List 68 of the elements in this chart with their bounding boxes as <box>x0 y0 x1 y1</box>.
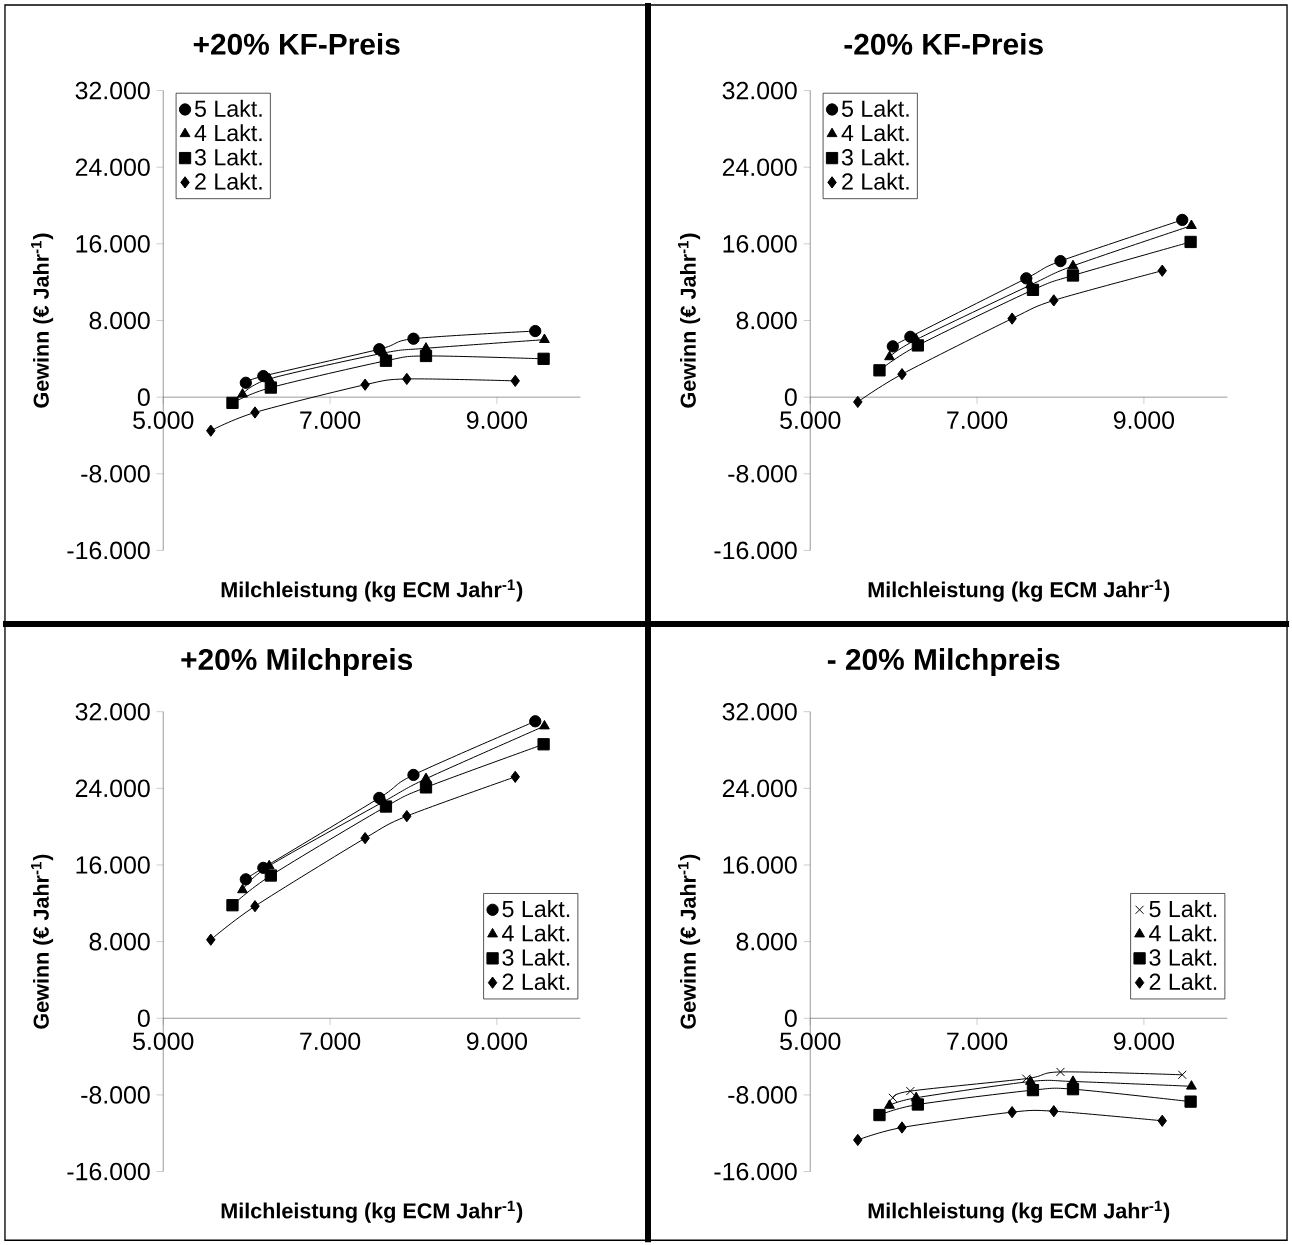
legend-label: 3 Lakt. <box>502 948 570 966</box>
x-tick-label: 7.000 <box>947 411 1008 429</box>
x-tick-label: 9.000 <box>466 411 528 429</box>
legend-label: 3 Lakt. <box>194 148 262 166</box>
y-tick-label: -8.000 <box>81 1085 150 1104</box>
y-axis-title: Gewinn (€ Jahr$^{-1}$) <box>678 854 701 1029</box>
x-axis-title: Milchleistung (kg ECM Jahr$^{-1}$) <box>868 1200 1170 1223</box>
x-tick-label: 5.000 <box>780 1032 841 1050</box>
y-tick-label: 24.000 <box>722 158 797 176</box>
y-tick-label: -16.000 <box>67 1162 150 1181</box>
y-tick-label: 8.000 <box>89 311 150 330</box>
y-tick-label: 24.000 <box>722 779 797 798</box>
y-tick-label: -8.000 <box>728 1085 797 1104</box>
chart-title: +20% KF-Preis <box>193 32 400 55</box>
y-tick-label: -8.000 <box>728 464 797 483</box>
y-tick-label: 24.000 <box>75 779 150 798</box>
legend-label: 4 Lakt. <box>502 924 570 942</box>
legend-label: 4 Lakt. <box>194 124 262 142</box>
y-tick-label: 0 <box>784 388 797 406</box>
y-tick-label: 16.000 <box>723 234 797 253</box>
y-tick-label: 0 <box>784 1009 797 1027</box>
y-tick-label: 16.000 <box>76 856 150 874</box>
legend-label: 2 Lakt. <box>502 972 570 990</box>
y-tick-label: -16.000 <box>714 541 797 560</box>
y-axis-title: Gewinn (€ Jahr$^{-1}$) <box>31 233 54 408</box>
chart-title: - 20% Milchpreis <box>827 648 1060 676</box>
x-tick-label: 9.000 <box>1113 411 1175 429</box>
x-tick-label: 7.000 <box>947 1032 1008 1050</box>
y-tick-label: -16.000 <box>67 541 150 560</box>
y-tick-label: -16.000 <box>714 1162 797 1181</box>
legend-label: 2 Lakt. <box>195 172 262 190</box>
legend-label: 3 Lakt. <box>1149 948 1217 966</box>
y-tick-label: 32.000 <box>75 702 150 721</box>
x-tick-label: 5.000 <box>780 411 841 429</box>
legend-label: 5 Lakt. <box>841 99 909 117</box>
x-axis-title: Milchleistung (kg ECM Jahr$^{-1}$) <box>221 579 523 602</box>
y-tick-label: 16.000 <box>76 234 150 253</box>
y-axis-title: Gewinn (€ Jahr$^{-1}$) <box>31 854 54 1029</box>
y-tick-label: 0 <box>137 388 150 406</box>
x-axis-title: Milchleistung (kg ECM Jahr$^{-1}$) <box>868 579 1170 602</box>
x-tick-label: 5.000 <box>133 411 194 429</box>
y-tick-label: 0 <box>137 1009 150 1027</box>
x-tick-label: 9.000 <box>1113 1032 1175 1050</box>
x-tick-label: 9.000 <box>466 1032 528 1050</box>
legend-label: 4 Lakt. <box>841 124 909 142</box>
chart-title: +20% Milchpreis <box>181 648 413 676</box>
y-tick-label: 8.000 <box>736 932 797 951</box>
y-tick-label: 8.000 <box>736 311 797 330</box>
y-tick-label: 16.000 <box>723 856 797 874</box>
legend-label: 5 Lakt. <box>194 99 262 117</box>
legend-label: 2 Lakt. <box>1149 972 1217 990</box>
y-tick-label: 32.000 <box>722 702 797 721</box>
x-tick-label: 7.000 <box>300 1032 361 1050</box>
chart-title: -20% KF-Preis <box>844 32 1043 55</box>
y-tick-label: 8.000 <box>89 932 150 951</box>
x-tick-label: 5.000 <box>133 1032 194 1050</box>
y-tick-label: 32.000 <box>75 81 150 100</box>
legend-label: 2 Lakt. <box>842 172 909 190</box>
legend-label: 3 Lakt. <box>841 148 909 166</box>
x-tick-label: 7.000 <box>300 411 361 429</box>
y-axis-title: Gewinn (€ Jahr$^{-1}$) <box>678 233 701 408</box>
legend-label: 5 Lakt. <box>502 900 570 918</box>
y-tick-label: -8.000 <box>81 464 150 483</box>
legend-label: 5 Lakt. <box>1149 900 1217 918</box>
y-tick-label: 32.000 <box>722 81 797 100</box>
x-axis-title: Milchleistung (kg ECM Jahr$^{-1}$) <box>221 1200 523 1223</box>
legend-label: 4 Lakt. <box>1149 924 1217 942</box>
y-tick-label: 24.000 <box>75 158 150 176</box>
